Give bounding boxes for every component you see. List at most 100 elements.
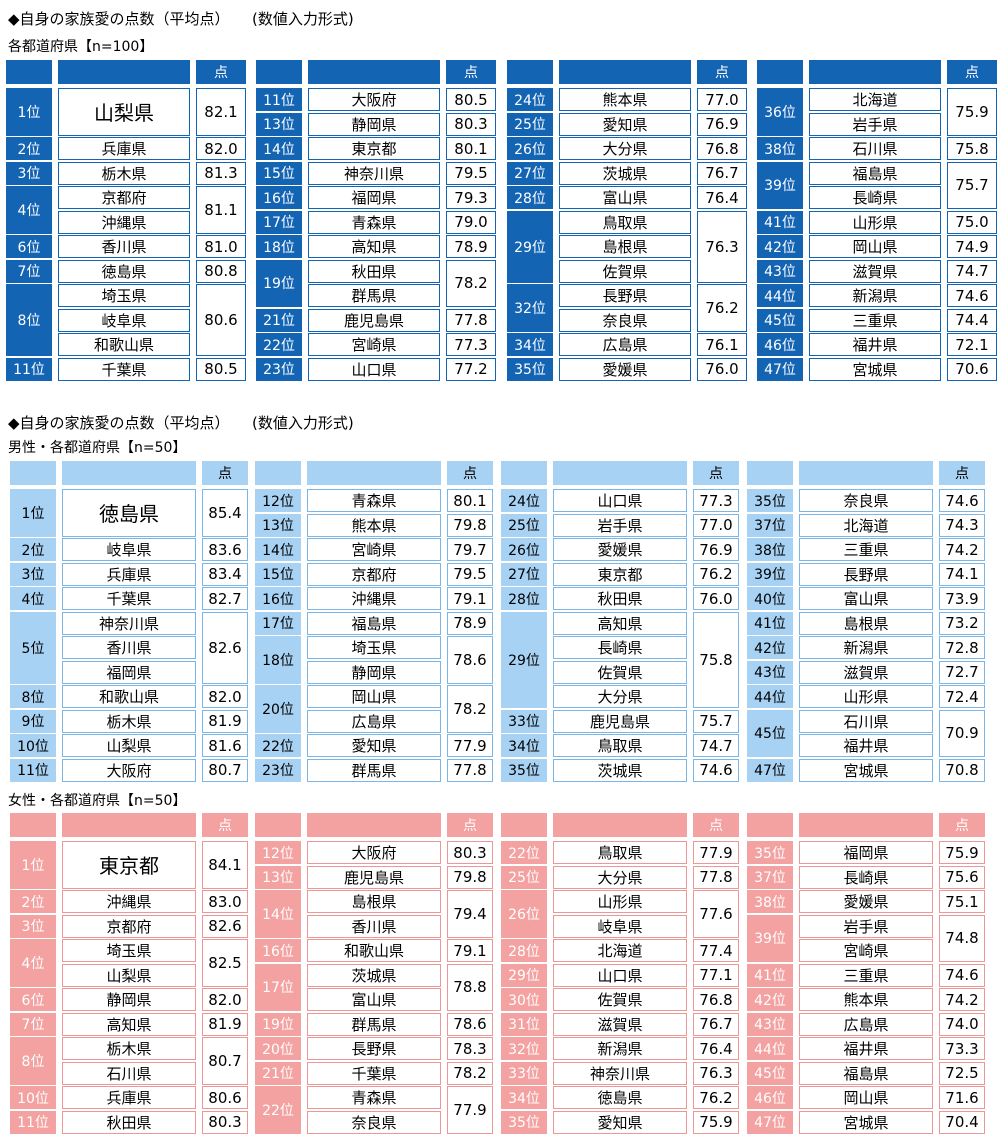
prefecture-cell: 島根県 <box>799 611 933 635</box>
prefecture-cell: 秋田県 <box>62 1110 196 1134</box>
prefecture-cell: 新潟県 <box>809 284 941 307</box>
rank-cell: 2位 <box>10 890 56 913</box>
rank-cell: 10位 <box>10 734 56 757</box>
prefecture-cell: 滋賀県 <box>553 1012 687 1036</box>
score-cell: 76.3 <box>697 210 747 283</box>
score-cell: 81.9 <box>202 709 248 733</box>
prefecture-cell: 静岡県 <box>307 660 441 684</box>
rank-cell: 20位 <box>255 1037 301 1060</box>
score-cell: 85.4 <box>202 489 248 537</box>
prefecture-cell: 長野県 <box>307 1037 441 1060</box>
score-cell: 74.2 <box>939 988 985 1011</box>
score-cell: 74.9 <box>947 235 997 258</box>
score-cell: 72.4 <box>939 685 985 708</box>
rank-cell: 3位 <box>10 562 56 586</box>
prefecture-cell: 鹿児島県 <box>308 308 440 332</box>
prefecture-cell: 福井県 <box>799 734 933 757</box>
score-cell: 76.1 <box>697 333 747 356</box>
score-cell: 78.2 <box>447 685 493 733</box>
score-cell: 78.2 <box>446 259 496 307</box>
score-cell: 82.7 <box>202 587 248 610</box>
rank-cell: 23位 <box>256 357 302 381</box>
header-prefecture <box>559 60 691 84</box>
prefecture-cell: 福井県 <box>799 1037 933 1060</box>
rank-cell: 14位 <box>255 890 301 938</box>
prefecture-cell: 北海道 <box>553 939 687 962</box>
prefecture-cell: 愛媛県 <box>799 890 933 913</box>
prefecture-cell: 富山県 <box>799 587 933 610</box>
prefecture-cell: 宮城県 <box>799 758 933 782</box>
rank-cell: 38位 <box>747 890 793 913</box>
header-prefecture <box>799 461 933 485</box>
rank-cell: 37位 <box>747 513 793 537</box>
prefecture-cell: 静岡県 <box>308 112 440 136</box>
prefecture-cell: 長崎県 <box>553 636 687 659</box>
rank-cell: 27位 <box>507 161 553 185</box>
rank-cell: 14位 <box>255 538 301 561</box>
rank-cell: 9位 <box>10 709 56 733</box>
score-cell: 80.1 <box>446 137 496 160</box>
score-cell: 81.0 <box>196 235 246 258</box>
rank-cell: 16位 <box>255 587 301 610</box>
score-cell: 74.6 <box>939 489 985 512</box>
rank-cell: 8位 <box>10 685 56 708</box>
header-prefecture <box>307 461 441 485</box>
header-prefecture <box>62 461 196 485</box>
score-cell: 79.1 <box>447 939 493 962</box>
rank-cell: 40位 <box>747 587 793 610</box>
rank-cell: 35位 <box>507 357 553 381</box>
prefecture-cell: 島根県 <box>307 890 441 913</box>
prefecture-cell: 長野県 <box>559 284 691 307</box>
prefecture-cell: 鹿児島県 <box>307 865 441 889</box>
prefecture-cell: 秋田県 <box>308 259 440 283</box>
prefecture-cell: 京都府 <box>307 562 441 586</box>
header-prefecture <box>308 60 440 84</box>
score-cell: 77.3 <box>446 333 496 356</box>
header-prefecture <box>809 60 941 84</box>
score-cell: 77.2 <box>446 357 496 381</box>
rank-cell: 11位 <box>6 357 52 381</box>
prefecture-cell: 山形県 <box>809 210 941 234</box>
prefecture-cell: 京都府 <box>62 914 196 938</box>
rank-cell: 8位 <box>6 284 52 356</box>
prefecture-cell: 奈良県 <box>559 308 691 332</box>
rank-cell: 13位 <box>256 112 302 136</box>
score-cell: 77.9 <box>693 841 739 864</box>
score-cell: 77.0 <box>697 88 747 111</box>
rank-cell: 12位 <box>255 841 301 864</box>
score-cell: 82.1 <box>196 88 246 136</box>
score-cell: 72.1 <box>947 333 997 356</box>
prefecture-cell: 三重県 <box>799 963 933 987</box>
score-cell: 75.1 <box>939 890 985 913</box>
rank-cell: 44位 <box>747 685 793 708</box>
prefecture-cell: 島根県 <box>559 235 691 258</box>
prefecture-cell: 福岡県 <box>62 660 196 684</box>
score-cell: 76.4 <box>697 186 747 209</box>
score-cell: 74.7 <box>947 259 997 283</box>
rank-cell: 46位 <box>757 333 803 356</box>
score-cell: 70.4 <box>939 1110 985 1134</box>
header-rank <box>757 60 803 84</box>
rank-cell: 41位 <box>747 611 793 635</box>
prefecture-cell: 青森県 <box>308 210 440 234</box>
prefecture-cell: 岩手県 <box>799 914 933 938</box>
rank-cell: 2位 <box>10 538 56 561</box>
score-cell: 72.7 <box>939 660 985 684</box>
rank-cell: 35位 <box>501 1110 547 1134</box>
prefecture-cell: 富山県 <box>559 186 691 209</box>
rank-cell: 47位 <box>747 758 793 782</box>
score-cell: 81.1 <box>196 186 246 234</box>
prefecture-cell: 和歌山県 <box>62 685 196 708</box>
prefecture-cell: 岐阜県 <box>58 308 190 332</box>
score-cell: 79.7 <box>447 538 493 561</box>
prefecture-cell: 愛媛県 <box>553 538 687 561</box>
score-cell: 83.4 <box>202 562 248 586</box>
prefecture-cell: 北海道 <box>799 513 933 537</box>
prefecture-cell: 山梨県 <box>58 88 190 136</box>
prefecture-cell: 福島県 <box>307 611 441 635</box>
prefecture-cell: 静岡県 <box>62 988 196 1011</box>
rank-cell: 35位 <box>747 841 793 864</box>
score-cell: 77.8 <box>447 758 493 782</box>
rank-cell: 4位 <box>6 186 52 234</box>
header-score: 点 <box>447 813 493 837</box>
